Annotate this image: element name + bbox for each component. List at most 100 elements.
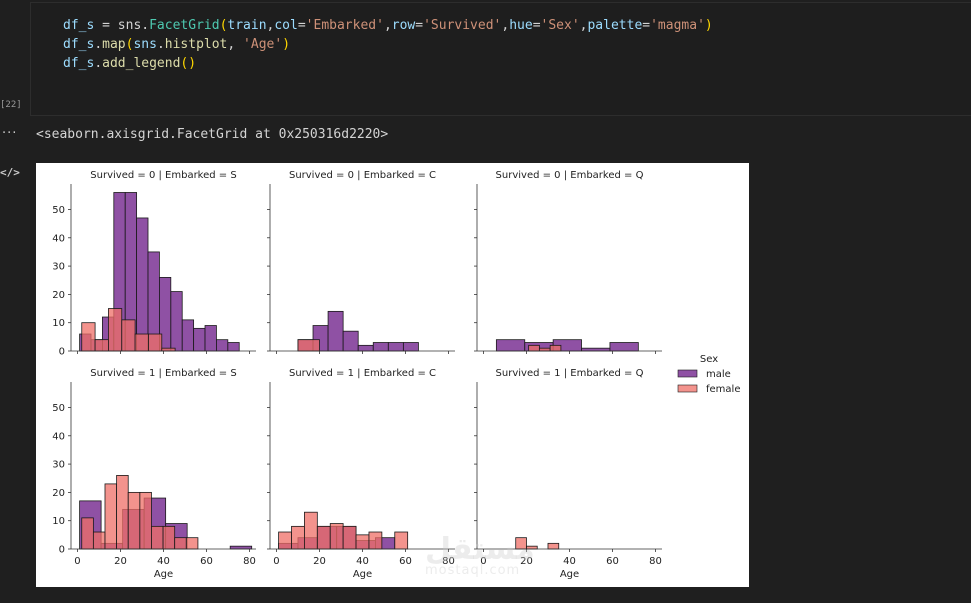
facet-panel-6: Survived = 1 | Embarked = Q 0 20 40 60 80 Age	[474, 368, 662, 580]
female-bar	[329, 523, 344, 550]
watermark-logo: مستقل	[425, 532, 535, 567]
male-bar	[342, 330, 359, 352]
code-token: df_s	[63, 56, 95, 71]
female-bar	[528, 344, 540, 352]
facet-panel-1: Survived = 0 | Embarked = S 0 10 20 30 40 50	[52, 170, 256, 358]
female-bar	[394, 531, 409, 550]
watermark: مستقل mostaql.com	[425, 532, 535, 578]
male-bar	[372, 342, 389, 352]
female-bar	[139, 491, 152, 550]
code-token: row	[391, 18, 416, 33]
code-token: ,	[383, 18, 392, 33]
code-token: FacetGrid	[149, 18, 220, 33]
legend-title: Sex	[700, 354, 718, 365]
female-bar	[104, 483, 118, 550]
y-tick-label: 30	[52, 262, 65, 273]
facetgrid-figure: Survived = 0 | Embarked = S 0 10 20 30 40 50 Su…	[36, 163, 749, 587]
female-bar	[108, 308, 123, 352]
code-token: .	[156, 37, 165, 52]
female-bar	[355, 534, 370, 550]
code-token: =	[297, 18, 306, 33]
y-tick-label: 0	[59, 545, 65, 556]
panel-title: Survived = 0 | Embarked = C	[289, 170, 436, 181]
panel-title: Survived = 1 | Embarked = C	[289, 368, 436, 379]
output-text: <seaborn.axisgrid.FacetGrid at 0x250316d…	[36, 127, 389, 142]
y-tick-label: 50	[52, 205, 65, 216]
code-token: (	[219, 18, 228, 33]
output-code-icon[interactable]: </>	[0, 166, 20, 179]
female-bar	[134, 333, 149, 352]
legend-swatch-female	[677, 384, 698, 393]
male-bar	[204, 325, 217, 352]
legend-label-male: male	[706, 369, 731, 380]
y-tick-label: 10	[52, 318, 65, 329]
male-bar	[327, 310, 344, 352]
legend: Sex male female	[677, 354, 740, 395]
code-token: .	[94, 37, 103, 52]
code-token: =	[532, 18, 541, 33]
x-axis-label: Age	[560, 569, 579, 580]
male-bar	[402, 342, 419, 352]
female-bar	[81, 322, 96, 352]
female-bar	[368, 531, 383, 550]
x-tick-label: 60	[399, 556, 412, 567]
female-bar	[121, 319, 136, 352]
male-bar	[581, 347, 611, 352]
code-token: hue	[509, 18, 533, 33]
x-axis-label: Age	[353, 569, 372, 580]
code-line-1[interactable]: df_s = sns.FacetGrid(train,col='Embarked…	[63, 18, 713, 33]
code-token: 'Survived'	[423, 18, 502, 33]
female-bar	[151, 525, 164, 550]
code-token: (	[125, 37, 134, 52]
male-bar	[229, 545, 253, 550]
panel-title: Survived = 1 | Embarked = Q	[496, 368, 644, 379]
execution-count: [22]	[0, 100, 22, 110]
code-token: =	[415, 18, 424, 33]
code-token: =	[642, 18, 651, 33]
female-bar	[148, 333, 163, 352]
male-bar	[609, 342, 639, 352]
female-bar	[547, 542, 560, 550]
male-bar	[181, 319, 195, 352]
legend-swatch-male	[677, 369, 698, 378]
code-token: histplot	[164, 37, 228, 52]
code-token: palette	[587, 18, 643, 33]
y-tick-label: 50	[52, 403, 65, 414]
code-token: )	[704, 18, 713, 33]
output-more-icon[interactable]: ···	[2, 126, 18, 141]
code-token: df_s	[63, 37, 95, 52]
code-token: 'Sex'	[540, 18, 580, 33]
x-tick-label: 40	[356, 556, 369, 567]
y-tick-label: 40	[52, 431, 65, 442]
code-line-3[interactable]: df_s.add_legend()	[63, 56, 196, 71]
x-tick-label: 80	[442, 556, 455, 567]
panel-title: Survived = 0 | Embarked = Q	[496, 170, 644, 181]
x-tick-label: 80	[649, 556, 662, 567]
x-tick-label: 0	[480, 556, 486, 567]
code-token: add_legend	[102, 56, 181, 71]
code-token: = sns.	[102, 18, 150, 33]
x-tick-label: 20	[313, 556, 326, 567]
watermark-url: mostaql.com	[425, 563, 521, 578]
x-tick-label: 80	[243, 556, 256, 567]
code-line-2[interactable]: df_s.map(sns.histplot, 'Age')	[63, 37, 290, 52]
legend-label-female: female	[706, 384, 740, 395]
female-bar	[116, 475, 129, 550]
code-token: ,	[501, 18, 510, 33]
facet-panel-2: Survived = 0 | Embarked = C	[267, 170, 455, 354]
code-token: )	[282, 37, 291, 52]
facet-chart: Survived = 0 | Embarked = S01020304050Su…	[52, 170, 740, 580]
code-token: 'Age'	[243, 37, 283, 52]
code-token: ,	[266, 18, 275, 33]
x-axis-label: Age	[154, 569, 173, 580]
y-tick-label: 0	[59, 347, 65, 358]
x-tick-label: 0	[74, 556, 80, 567]
x-tick-label: 60	[200, 556, 213, 567]
x-tick-label: 0	[273, 556, 279, 567]
y-tick-label: 20	[52, 290, 65, 301]
facet-panel-3: Survived = 0 | Embarked = Q	[474, 170, 662, 354]
x-tick-label: 20	[520, 556, 533, 567]
code-cell[interactable]: df_s = sns.FacetGrid(train,col='Embarked…	[30, 2, 971, 116]
y-tick-label: 10	[52, 516, 65, 527]
x-tick-label: 40	[157, 556, 170, 567]
